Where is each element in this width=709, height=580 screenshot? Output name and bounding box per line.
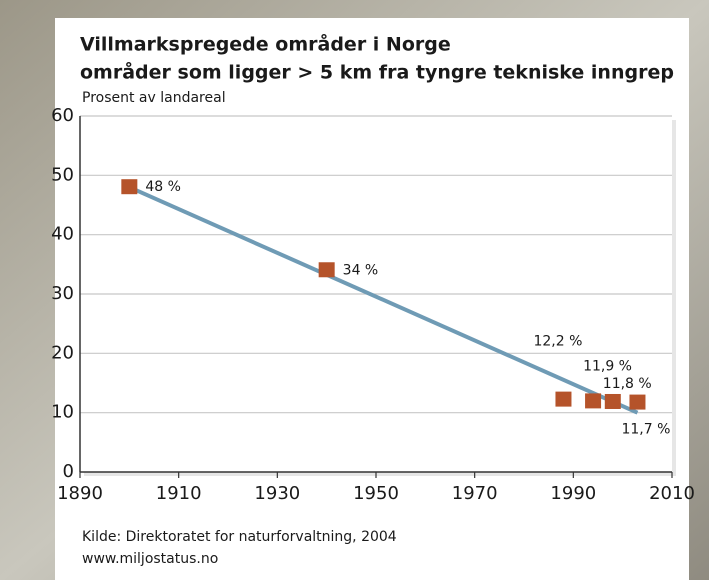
marker xyxy=(605,394,621,409)
data-label: 11,7 % xyxy=(621,422,670,438)
marker xyxy=(121,179,137,194)
x-tick-label: 1950 xyxy=(353,483,399,504)
y-tick-label: 0 xyxy=(63,461,74,482)
y-tick-label: 20 xyxy=(51,342,74,363)
y-tick-label: 30 xyxy=(51,283,74,304)
marker xyxy=(629,395,645,410)
data-label: 11,8 % xyxy=(603,376,652,392)
x-tick-label: 1970 xyxy=(452,483,498,504)
source-url: www.miljostatus.no xyxy=(82,551,218,567)
marker xyxy=(319,262,335,277)
marker xyxy=(555,392,571,407)
chart-subtitle: områder som ligger > 5 km fra tyngre tek… xyxy=(80,60,674,84)
x-tick-label: 1890 xyxy=(57,483,103,504)
source: Kilde: Direktoratet for naturforvaltning… xyxy=(82,529,397,545)
x-tick-label: 1930 xyxy=(254,483,300,504)
x-tick-label: 2010 xyxy=(649,483,695,504)
chart-title: Villmarkspregede områder i Norge xyxy=(80,32,451,56)
x-tick-label: 1990 xyxy=(550,483,596,504)
y-tick-label: 10 xyxy=(51,402,74,423)
y-axis-label: Prosent av landareal xyxy=(82,90,226,106)
marker xyxy=(585,393,601,408)
y-tick-label: 40 xyxy=(51,224,74,245)
page: Villmarkspregede områder i Norge områder… xyxy=(0,0,709,580)
y-tick-label: 50 xyxy=(51,164,74,185)
data-label: 12,2 % xyxy=(533,334,582,350)
x-tick-label: 1910 xyxy=(156,483,202,504)
data-label: 48 % xyxy=(145,179,181,195)
data-label: 11,9 % xyxy=(583,358,632,374)
data-label: 34 % xyxy=(343,262,379,278)
chart: Villmarkspregede områder i Norge områder… xyxy=(0,0,709,580)
y-tick-label: 60 xyxy=(51,105,74,126)
